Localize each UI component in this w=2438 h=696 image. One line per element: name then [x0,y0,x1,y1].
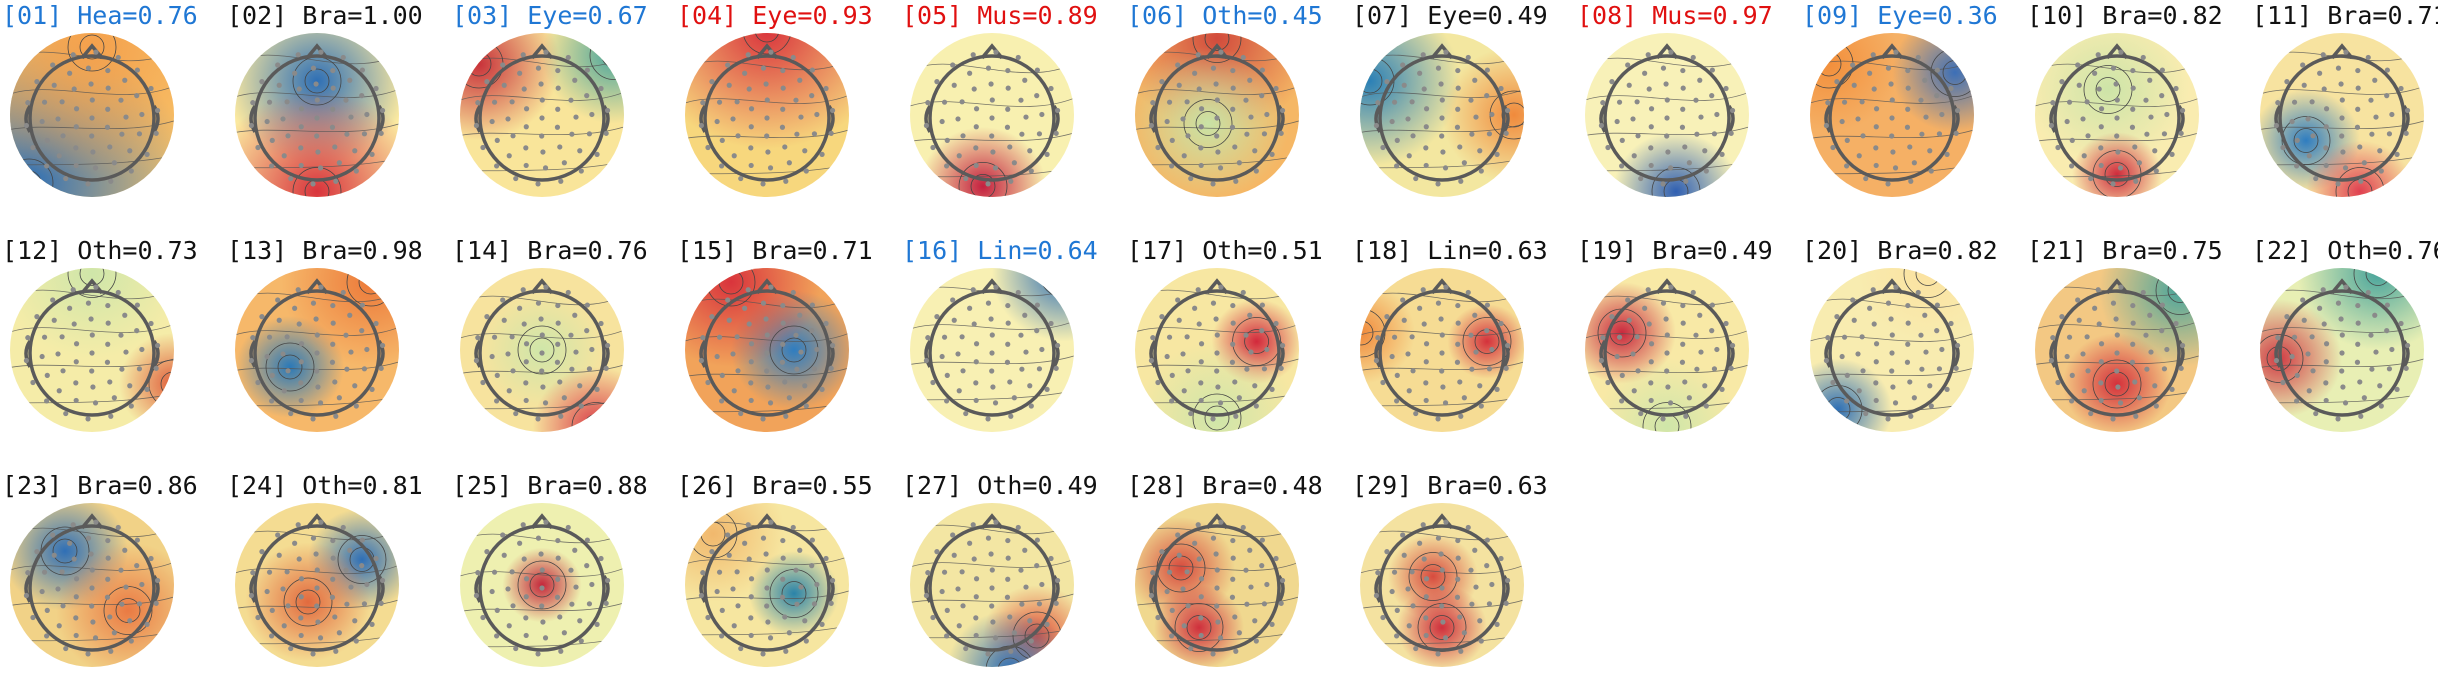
component-label: [23] Bra=0.86 [2,471,198,500]
component-29[interactable]: [29] Bra=0.63 [1352,472,1576,696]
topomap-head-icon [10,503,174,667]
topomap-head-icon [2035,33,2199,197]
topomap-head-icon [685,268,849,432]
component-label: [16] Lin=0.64 [902,236,1098,265]
component-23[interactable]: [23] Bra=0.86 [2,472,226,696]
topomap-head-icon [1585,33,1749,197]
component-label: [05] Mus=0.89 [902,1,1098,30]
topomap-head-icon [235,33,399,197]
component-28[interactable]: [28] Bra=0.48 [1127,472,1351,696]
component-02[interactable]: [02] Bra=1.00 [227,2,451,226]
component-label: [26] Bra=0.55 [677,471,873,500]
component-11[interactable]: [11] Bra=0.71 [2252,2,2438,226]
component-label: [17] Oth=0.51 [1127,236,1323,265]
component-label: [12] Oth=0.73 [2,236,198,265]
component-label: [28] Bra=0.48 [1127,471,1323,500]
component-label: [24] Oth=0.81 [227,471,423,500]
component-19[interactable]: [19] Bra=0.49 [1577,237,1801,461]
topomap-head-icon [235,503,399,667]
component-16[interactable]: [16] Lin=0.64 [902,237,1126,461]
component-label: [04] Eye=0.93 [677,1,873,30]
topomap-head-icon [910,268,1074,432]
component-label: [08] Mus=0.97 [1577,1,1773,30]
topomap-head-icon [1135,503,1299,667]
topomap-head-icon [235,268,399,432]
component-label: [10] Bra=0.82 [2027,1,2223,30]
component-09[interactable]: [09] Eye=0.36 [1802,2,2026,226]
topomap-head-icon [1360,33,1524,197]
component-label: [19] Bra=0.49 [1577,236,1773,265]
component-15[interactable]: [15] Bra=0.71 [677,237,901,461]
component-label: [02] Bra=1.00 [227,1,423,30]
component-label: [13] Bra=0.98 [227,236,423,265]
topomap-head-icon [460,268,624,432]
component-24[interactable]: [24] Oth=0.81 [227,472,451,696]
component-label: [20] Bra=0.82 [1802,236,1998,265]
topomap-head-icon [1135,33,1299,197]
component-label: [18] Lin=0.63 [1352,236,1548,265]
component-label: [21] Bra=0.75 [2027,236,2223,265]
component-label: [29] Bra=0.63 [1352,471,1548,500]
topomap-head-icon [460,503,624,667]
topomap-head-icon [10,33,174,197]
component-label: [07] Eye=0.49 [1352,1,1548,30]
topomap-head-icon [1585,268,1749,432]
component-07[interactable]: [07] Eye=0.49 [1352,2,1576,226]
component-label: [22] Oth=0.76 [2252,236,2438,265]
component-14[interactable]: [14] Bra=0.76 [452,237,676,461]
component-label: [09] Eye=0.36 [1802,1,1998,30]
component-22[interactable]: [22] Oth=0.76 [2252,237,2438,461]
topomap-head-icon [2260,33,2424,197]
component-label: [27] Oth=0.49 [902,471,1098,500]
topomap-head-icon [1135,268,1299,432]
component-21[interactable]: [21] Bra=0.75 [2027,237,2251,461]
component-12[interactable]: [12] Oth=0.73 [2,237,226,461]
topomap-head-icon [910,503,1074,667]
topomap-head-icon [1360,268,1524,432]
topomap-head-icon [685,503,849,667]
component-topomap-grid: [01] Hea=0.76 [02] Bra=1.00 [03] Eye=0.67 [… [2,2,2438,667]
component-17[interactable]: [17] Oth=0.51 [1127,237,1351,461]
component-01[interactable]: [01] Hea=0.76 [2,2,226,226]
component-20[interactable]: [20] Bra=0.82 [1802,237,2026,461]
topomap-head-icon [1360,503,1524,667]
component-27[interactable]: [27] Oth=0.49 [902,472,1126,696]
component-label: [11] Bra=0.71 [2252,1,2438,30]
topomap-head-icon [2035,268,2199,432]
component-10[interactable]: [10] Bra=0.82 [2027,2,2251,226]
component-03[interactable]: [03] Eye=0.67 [452,2,676,226]
topomap-head-icon [1810,33,1974,197]
topomap-head-icon [2260,268,2424,432]
component-label: [01] Hea=0.76 [2,1,198,30]
component-25[interactable]: [25] Bra=0.88 [452,472,676,696]
component-04[interactable]: [04] Eye=0.93 [677,2,901,226]
component-label: [14] Bra=0.76 [452,236,648,265]
component-05[interactable]: [05] Mus=0.89 [902,2,1126,226]
component-13[interactable]: [13] Bra=0.98 [227,237,451,461]
component-26[interactable]: [26] Bra=0.55 [677,472,901,696]
topomap-head-icon [460,33,624,197]
topomap-head-icon [1810,268,1974,432]
component-label: [15] Bra=0.71 [677,236,873,265]
topomap-head-icon [685,33,849,197]
component-08[interactable]: [08] Mus=0.97 [1577,2,1801,226]
component-label: [03] Eye=0.67 [452,1,648,30]
topomap-head-icon [10,268,174,432]
component-18[interactable]: [18] Lin=0.63 [1352,237,1576,461]
component-label: [06] Oth=0.45 [1127,1,1323,30]
topomap-head-icon [910,33,1074,197]
component-label: [25] Bra=0.88 [452,471,648,500]
component-06[interactable]: [06] Oth=0.45 [1127,2,1351,226]
